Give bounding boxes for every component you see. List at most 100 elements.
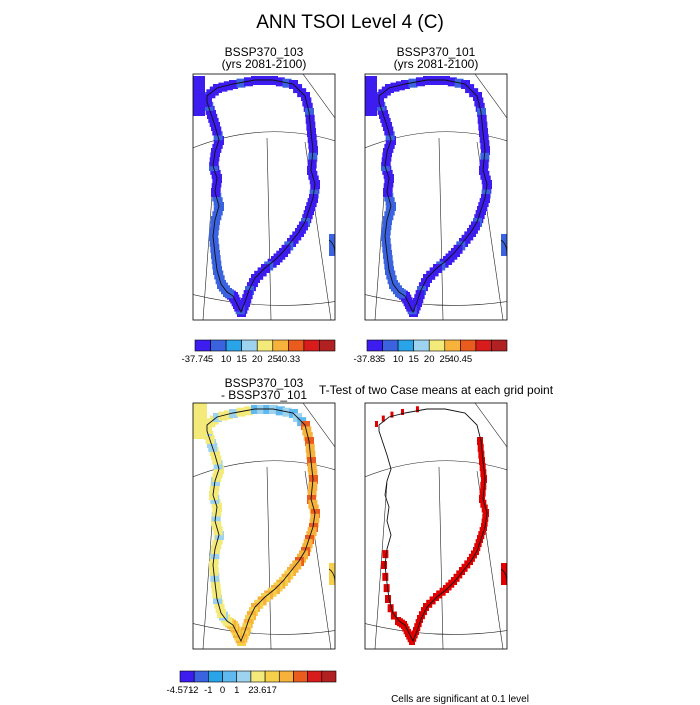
- map-cell: [415, 406, 419, 413]
- map-cell: [229, 409, 238, 418]
- map-cell: [243, 406, 253, 416]
- map-cell: [251, 76, 260, 85]
- colorbar-swatch: [293, 670, 308, 683]
- map-cell: [215, 202, 224, 211]
- map-cell: [482, 513, 489, 522]
- map-cell: [236, 407, 246, 417]
- map-cell: [479, 527, 486, 536]
- map-cell: [310, 513, 320, 523]
- map-cell: [311, 509, 320, 518]
- map-cell: [307, 159, 317, 169]
- map-cell: [439, 587, 446, 596]
- longitude-line: [474, 403, 507, 448]
- map-cell: [263, 405, 273, 414]
- colorbar-tick-label: 40.33: [276, 354, 300, 365]
- map-cell: [423, 76, 432, 85]
- map-cell: [478, 450, 485, 459]
- map-cell: [308, 481, 318, 491]
- panel-title-case2-line2: (yrs 2081-2100): [393, 57, 479, 71]
- map-cell: [479, 457, 485, 465]
- map-cell: [477, 535, 483, 543]
- panel-ttest-map: [365, 403, 507, 649]
- panel-title-diff-line1: BSSP370_103: [224, 376, 304, 390]
- map-cell: [481, 518, 488, 527]
- map-cell: [390, 611, 397, 620]
- map-cell: [309, 146, 318, 155]
- map-cell: [408, 78, 418, 88]
- colorbar-swatch: [366, 339, 383, 352]
- map-cell: [229, 80, 238, 89]
- longitude-line: [266, 466, 272, 649]
- colorbar-swatch: [413, 339, 430, 352]
- map-cell: [477, 437, 483, 445]
- longitude-line: [302, 403, 335, 448]
- map-cell: [211, 545, 220, 554]
- colorbar-swatch: [444, 339, 461, 352]
- colorbar-tick-label: 0: [220, 685, 225, 696]
- map-cell: [213, 84, 222, 93]
- panel-ttest: [364, 402, 508, 650]
- map-cell: [203, 93, 212, 103]
- map-cell: [382, 572, 389, 581]
- colorbar-swatch: [225, 339, 242, 352]
- colorbar-swatch: [307, 670, 323, 683]
- coastline: [378, 79, 488, 314]
- map-cell: [482, 184, 492, 194]
- colorbar-swatch: [194, 339, 211, 352]
- longitude-line: [438, 137, 444, 320]
- map-cell: [212, 211, 222, 221]
- map-cell: [329, 234, 335, 256]
- latitude-line: [193, 131, 335, 149]
- colorbar-swatch: [250, 670, 266, 683]
- map-cell: [218, 411, 228, 421]
- map-cell: [218, 82, 228, 92]
- colorbar-tick-label: -37.83: [354, 354, 381, 365]
- colorbar-swatch: [319, 339, 336, 352]
- map-cell: [479, 463, 486, 472]
- colorbar-swatch: [397, 339, 414, 352]
- map-cell: [193, 76, 205, 116]
- panel-title-case1-line1: BSSP370_103: [224, 45, 304, 59]
- map-cell: [501, 234, 507, 256]
- panel-case2-map: [365, 74, 507, 320]
- colorbar-swatch: [460, 339, 477, 352]
- colorbar-tick-label: 5: [380, 354, 385, 365]
- panel-diff-frame: [192, 402, 336, 650]
- panel-title-ttest: T-Test of two Case means at each grid po…: [300, 384, 572, 396]
- map-cell: [381, 226, 391, 236]
- map-cell: [385, 595, 391, 603]
- map-cell: [429, 76, 439, 85]
- map-cell: [417, 615, 423, 623]
- map-cell: [415, 77, 425, 87]
- latitude-line: [365, 623, 507, 635]
- map-cell: [390, 82, 400, 92]
- map-cell: [483, 509, 489, 517]
- panel-title-case1: BSSP370_103 (yrs 2081-2100): [186, 46, 342, 70]
- map-cell: [435, 76, 445, 85]
- map-cell: [401, 80, 410, 89]
- panel-case2-frame: [364, 73, 508, 321]
- latitude-line: [365, 294, 507, 306]
- panel-title-case2-line1: BSSP370_101: [396, 45, 476, 59]
- colorbar-tick-label: 5: [208, 354, 213, 365]
- map-cell: [479, 488, 486, 497]
- map-cell: [395, 617, 401, 625]
- colorbar-swatch: [179, 670, 195, 683]
- coastline: [206, 408, 316, 643]
- longitude-line: [302, 74, 335, 119]
- map-cell: [501, 563, 507, 585]
- map-cell: [211, 216, 220, 225]
- colorbar-swatch: [288, 339, 305, 352]
- map-cell: [212, 540, 222, 550]
- colorbar-swatch: [256, 339, 274, 352]
- map-cell: [381, 561, 387, 569]
- colorbar-tick-label: 20: [252, 354, 263, 365]
- colorbar-swatch: [303, 339, 320, 352]
- map-cell: [385, 84, 394, 93]
- map-cell: [211, 183, 221, 193]
- coastline: [206, 79, 316, 314]
- map-cell: [401, 409, 404, 415]
- map-cell: [236, 78, 246, 88]
